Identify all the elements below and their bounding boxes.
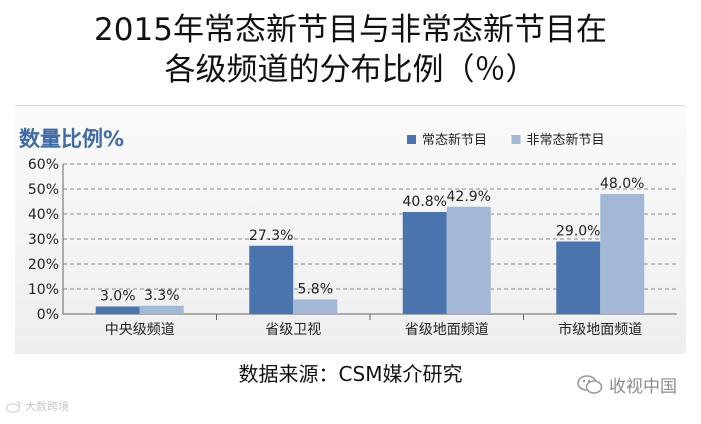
- y-tick-label: 40%: [28, 207, 59, 223]
- bar-1-2: [249, 245, 294, 314]
- y-tick-label: 50%: [28, 182, 59, 198]
- data-label: 40.8%: [403, 194, 447, 210]
- page-title: 2015年常态新节目与非常态新节目在 各级频道的分布比例（％）: [0, 10, 701, 90]
- corner-watermark-text: 大数跨境: [25, 400, 69, 413]
- y-tick-label: 0%: [37, 307, 59, 323]
- wechat-icon: [577, 374, 603, 394]
- corner-watermark: 大数跨境: [6, 398, 69, 414]
- data-label: 42.9%: [447, 189, 491, 205]
- data-label: 3.0%: [100, 289, 136, 305]
- bar-chart: 数量比例% 常态新节目 非常态新节目 0% 10% 20% 30% 40% 50% 60% 3.0%…: [19, 127, 677, 338]
- legend-label-1: 常态新节目: [422, 132, 487, 148]
- y-tick-label: 10%: [28, 282, 59, 298]
- legend-label-2: 非常态新节目: [527, 132, 605, 148]
- data-label: 5.8%: [297, 282, 333, 298]
- data-label: 29.0%: [556, 224, 600, 240]
- wechat-watermark: 收视中国: [577, 372, 677, 397]
- legend-swatch-1: [407, 135, 416, 144]
- title-line-2: 各级频道的分布比例（％）: [164, 52, 537, 88]
- y-axis-title: 数量比例%: [19, 127, 124, 151]
- data-source-note: 数据来源：CSM媒介研究: [238, 362, 463, 386]
- data-label: 3.3%: [144, 288, 180, 304]
- x-tick-label: 省级地面频道: [405, 322, 489, 338]
- x-tick-label: 省级卫视: [265, 322, 321, 338]
- x-tick-label: 市级地面频道: [558, 321, 642, 338]
- title-line-1: 2015年常态新节目与非常态新节目在: [94, 12, 607, 48]
- chart-panel: 数量比例% 常态新节目 非常态新节目 0% 10% 20% 30% 40% 50% 60% 3.0%…: [15, 105, 686, 354]
- y-tick-label: 20%: [28, 257, 59, 273]
- x-tick-label: 中央级频道: [105, 322, 175, 338]
- watermark-text: 收视中国: [609, 377, 677, 397]
- bar-1-4: [556, 241, 601, 314]
- y-tick-label: 60%: [28, 157, 59, 173]
- data-label: 48.0%: [600, 176, 644, 192]
- data-label: 27.3%: [249, 228, 293, 244]
- bar-2-4: [600, 194, 645, 314]
- weibo-icon: [6, 400, 21, 413]
- bar-2-1: [139, 305, 184, 314]
- y-tick-label: 30%: [28, 232, 59, 248]
- bar-2-3: [446, 206, 491, 314]
- legend-swatch-2: [511, 135, 521, 144]
- bar-1-1: [95, 306, 140, 314]
- bar-2-2: [293, 299, 338, 314]
- bar-1-3: [402, 212, 447, 314]
